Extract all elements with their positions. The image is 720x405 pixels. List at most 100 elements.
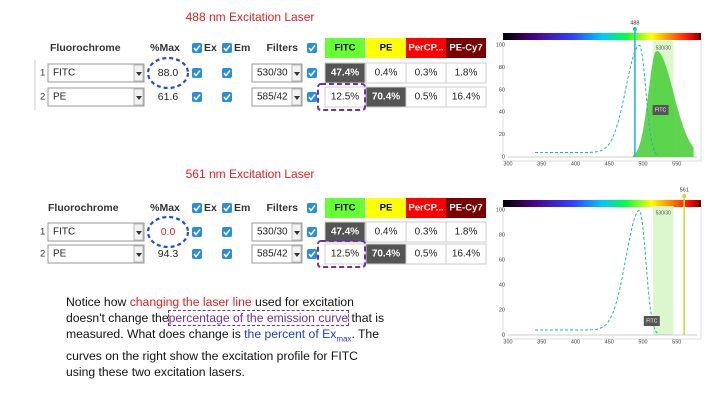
max-value: 0.0 [161, 226, 176, 238]
cell-value: 12.5% [331, 92, 359, 103]
dropdown[interactable] [251, 87, 303, 107]
checkbox[interactable] [222, 92, 232, 102]
emission-curve [632, 50, 694, 158]
checkbox[interactable] [222, 68, 232, 78]
checkbox[interactable] [307, 227, 317, 237]
check-mark [193, 251, 201, 258]
dropdown-value: PE [53, 249, 67, 260]
checkbox[interactable] [192, 249, 202, 259]
header: Filters [266, 42, 298, 54]
dropdown[interactable] [251, 244, 303, 264]
note-subscript: max [336, 334, 352, 344]
row-index: 2 [40, 249, 45, 260]
cell-value: 0.4% [375, 68, 398, 79]
checkbox[interactable] [192, 92, 202, 102]
cell-value: 0.5% [415, 249, 438, 260]
x-tick-label: 550 [672, 339, 681, 345]
checkbox[interactable] [222, 203, 232, 213]
note-text: Notice how [66, 295, 130, 309]
row-index: 1 [40, 227, 45, 238]
laser-marker [682, 194, 687, 198]
column-header-bg [366, 38, 406, 58]
cell [445, 86, 487, 108]
dropdown-value: 585/42 [257, 249, 288, 260]
column-header-bg [446, 38, 486, 58]
dropdown[interactable] [47, 63, 145, 83]
check-mark [193, 70, 201, 77]
cell [324, 243, 366, 265]
dropdown-arrow [136, 72, 142, 76]
dye-tag-bg [652, 105, 669, 115]
checkbox[interactable] [192, 68, 202, 78]
note-text: measured. What does change is [66, 327, 245, 342]
column-header-bg [406, 38, 446, 58]
checkbox[interactable] [307, 203, 317, 213]
checkbox[interactable] [222, 43, 232, 53]
dropdown[interactable] [251, 222, 303, 242]
y-tick-label: 20 [499, 132, 505, 138]
cell-value: 70.4% [372, 249, 400, 260]
check-mark [193, 45, 201, 52]
cell-value: 70.4% [372, 92, 400, 103]
check-mark [223, 251, 231, 258]
column-header-bg [325, 38, 365, 58]
checkbox[interactable] [192, 43, 202, 53]
checkbox[interactable] [307, 249, 317, 259]
max-value: 94.3 [158, 248, 179, 260]
x-tick-label: 550 [672, 161, 681, 167]
checkbox[interactable] [307, 43, 317, 53]
dropdown-arrow [294, 231, 300, 235]
checkbox[interactable] [307, 92, 317, 102]
annotation-box [317, 240, 366, 268]
header: Em [234, 42, 250, 54]
header: %Max [150, 42, 180, 54]
annotation-circle [146, 215, 190, 249]
spectrum-bar [503, 200, 701, 207]
dropdown[interactable] [47, 244, 145, 264]
y-tick-label: 0 [502, 154, 505, 160]
x-tick-label: 450 [605, 161, 614, 167]
excitation-curve [535, 44, 659, 157]
cell-value: 1.8% [455, 227, 478, 238]
checkbox[interactable] [222, 227, 232, 237]
header: Fluorochrome [48, 202, 119, 214]
header: Ex [204, 202, 217, 214]
cell-value: 0.5% [415, 92, 438, 103]
checkbox[interactable] [192, 203, 202, 213]
dropdown[interactable] [47, 222, 145, 242]
note-line: measured. What does change is the percen… [66, 326, 406, 348]
dropdown-arrow [294, 253, 300, 257]
checkbox[interactable] [222, 249, 232, 259]
cell-value: 12.5% [331, 249, 359, 260]
filter-tag: 530/30 [656, 45, 672, 51]
dropdown-value: FITC [53, 68, 75, 79]
y-tick-label: 40 [499, 110, 505, 116]
checkbox[interactable] [192, 227, 202, 237]
dropdown-value: PE [53, 92, 67, 103]
check-mark [308, 229, 316, 236]
x-tick-label: 400 [571, 161, 580, 167]
cell-value: 0.4% [375, 227, 398, 238]
column-header: PE-Cy7 [449, 203, 482, 214]
cell [445, 221, 487, 243]
column-header-bg [406, 198, 446, 218]
check-mark [193, 205, 201, 212]
column-header: PE [380, 43, 393, 54]
excitation-curve [535, 210, 659, 335]
cell-value: 0.3% [415, 227, 438, 238]
spectrum-bar [503, 33, 701, 40]
dropdown[interactable] [47, 87, 145, 107]
cell [445, 62, 487, 84]
check-mark [223, 94, 231, 101]
filter-tag: 530/30 [656, 210, 672, 216]
note-text: that is [348, 311, 385, 326]
checkbox[interactable] [307, 68, 317, 78]
panel-title: 488 nm Excitation Laser [186, 10, 315, 24]
dropdown-value: FITC [53, 227, 75, 238]
cell-value: 1.8% [455, 68, 478, 79]
column-header-bg [446, 198, 486, 218]
y-tick-label: 40 [499, 282, 505, 288]
column-header: PE-Cy7 [449, 43, 482, 54]
dropdown[interactable] [251, 63, 303, 83]
